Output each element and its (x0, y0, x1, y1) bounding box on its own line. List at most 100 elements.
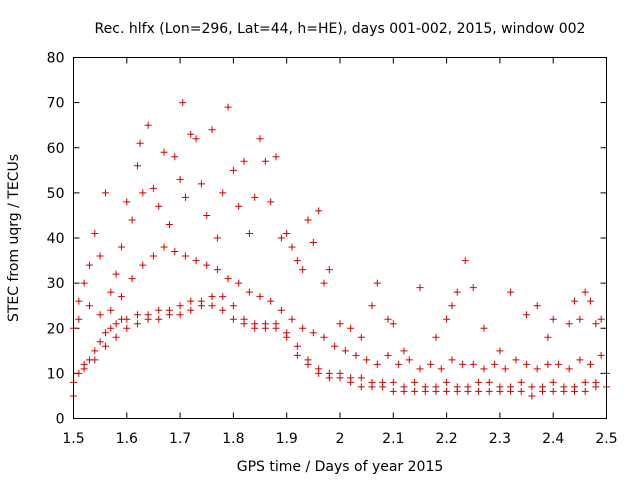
data-point (411, 378, 419, 386)
data-point (592, 320, 600, 328)
data-point (576, 315, 584, 323)
data-point (389, 387, 397, 395)
data-point (565, 365, 573, 373)
data-point (165, 220, 173, 228)
data-point (155, 306, 163, 314)
x-tick-label: 1.5 (62, 431, 84, 447)
data-point (469, 360, 477, 368)
data-point (523, 360, 531, 368)
data-point (597, 351, 605, 359)
data-point (437, 365, 445, 373)
data-point (187, 297, 195, 305)
data-point (533, 302, 541, 310)
data-point (261, 157, 269, 165)
data-point (288, 315, 296, 323)
data-point (427, 360, 435, 368)
data-point (112, 333, 120, 341)
data-point (384, 315, 392, 323)
data-point (256, 293, 264, 301)
x-axis-label: GPS time / Days of year 2015 (237, 459, 444, 475)
data-point (576, 356, 584, 364)
data-point (283, 229, 291, 237)
x-tick-label: 2 (336, 431, 345, 447)
x-tick-label: 1.8 (222, 431, 244, 447)
data-point (208, 302, 216, 310)
data-point (203, 211, 211, 219)
data-point (96, 311, 104, 319)
data-point (251, 324, 259, 332)
data-point (139, 189, 147, 197)
data-point (507, 383, 515, 391)
data-point (117, 293, 125, 301)
data-point (560, 383, 568, 391)
ticks: 1.5 1.6 1.7 1.8 1.9 2 2.1 2.2 2.3 2.4 2.5 0 10 20 30 40… (47, 51, 618, 448)
data-point (416, 365, 424, 373)
data-point (320, 279, 328, 287)
data-point (331, 342, 339, 350)
x-tick-label: 2.4 (542, 431, 564, 447)
data-point (80, 365, 88, 373)
data-point (533, 365, 541, 373)
data-point (101, 329, 109, 337)
data-point (229, 302, 237, 310)
data-point (208, 293, 216, 301)
data-point (107, 306, 115, 314)
data-point (272, 153, 280, 161)
data-point (571, 383, 579, 391)
data-point (101, 189, 109, 197)
data-point (443, 378, 451, 386)
data-point (587, 360, 595, 368)
data-point (171, 153, 179, 161)
data-point (475, 378, 483, 386)
data-point (315, 369, 323, 377)
data-point (85, 302, 93, 310)
data-point (485, 387, 493, 395)
data-point (123, 324, 131, 332)
y-axis-label: STEC from uqrg / TECUs (6, 154, 22, 322)
data-point (123, 315, 131, 323)
data-point (389, 320, 397, 328)
data-point (179, 99, 187, 107)
data-point (299, 266, 307, 274)
data-point (219, 306, 227, 314)
data-point (176, 311, 184, 319)
data-point (181, 252, 189, 260)
plot-frame (73, 57, 607, 419)
data-point (277, 306, 285, 314)
data-point (480, 365, 488, 373)
data-point (181, 193, 189, 201)
data-point (165, 311, 173, 319)
data-point (544, 333, 552, 341)
data-point (368, 302, 376, 310)
data-point (539, 383, 547, 391)
data-point (411, 387, 419, 395)
data-point (448, 302, 456, 310)
data-point (251, 193, 259, 201)
data-point (368, 378, 376, 386)
y-tick-label: 80 (47, 51, 65, 67)
data-point (219, 189, 227, 197)
x-tick-label: 1.9 (276, 431, 298, 447)
data-point (91, 229, 99, 237)
data-point (581, 288, 589, 296)
y-tick-label: 50 (47, 186, 65, 202)
data-point (528, 392, 536, 400)
data-point (341, 347, 349, 355)
data-point (549, 378, 557, 386)
data-point (421, 383, 429, 391)
data-point (155, 202, 163, 210)
data-point (267, 297, 275, 305)
data-point (96, 252, 104, 260)
x-tick-label: 2.5 (595, 431, 617, 447)
data-point (112, 270, 120, 278)
data-point (235, 202, 243, 210)
y-tick-label: 0 (56, 412, 65, 428)
data-point (160, 243, 168, 251)
data-point (107, 288, 115, 296)
data-point (197, 180, 205, 188)
data-point (112, 320, 120, 328)
data-point (75, 315, 83, 323)
data-point (395, 360, 403, 368)
data-point (272, 324, 280, 332)
